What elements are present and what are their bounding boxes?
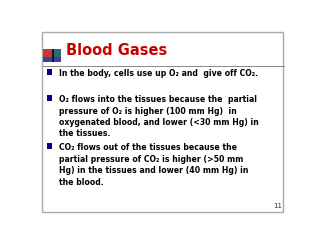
Text: In the body, cells use up O₂ and  give off CO₂.: In the body, cells use up O₂ and give of…	[59, 69, 258, 78]
Bar	[47, 143, 52, 149]
Bar	[47, 69, 52, 75]
Text: 11: 11	[273, 203, 282, 209]
FancyBboxPatch shape	[43, 32, 283, 212]
Bar	[43, 49, 53, 62]
Text: O₂ flows into the tissues because the  partial
pressure of O₂ is higher (100 mm : O₂ flows into the tissues because the pa…	[59, 95, 258, 138]
Text: Blood Gases: Blood Gases	[66, 43, 167, 58]
Bar	[53, 57, 61, 62]
Bar	[43, 57, 53, 62]
Bar	[53, 49, 61, 57]
Bar	[52, 49, 54, 62]
Bar	[47, 95, 52, 101]
Text: CO₂ flows out of the tissues because the
partial pressure of CO₂ is higher (>50 : CO₂ flows out of the tissues because the…	[59, 143, 248, 186]
